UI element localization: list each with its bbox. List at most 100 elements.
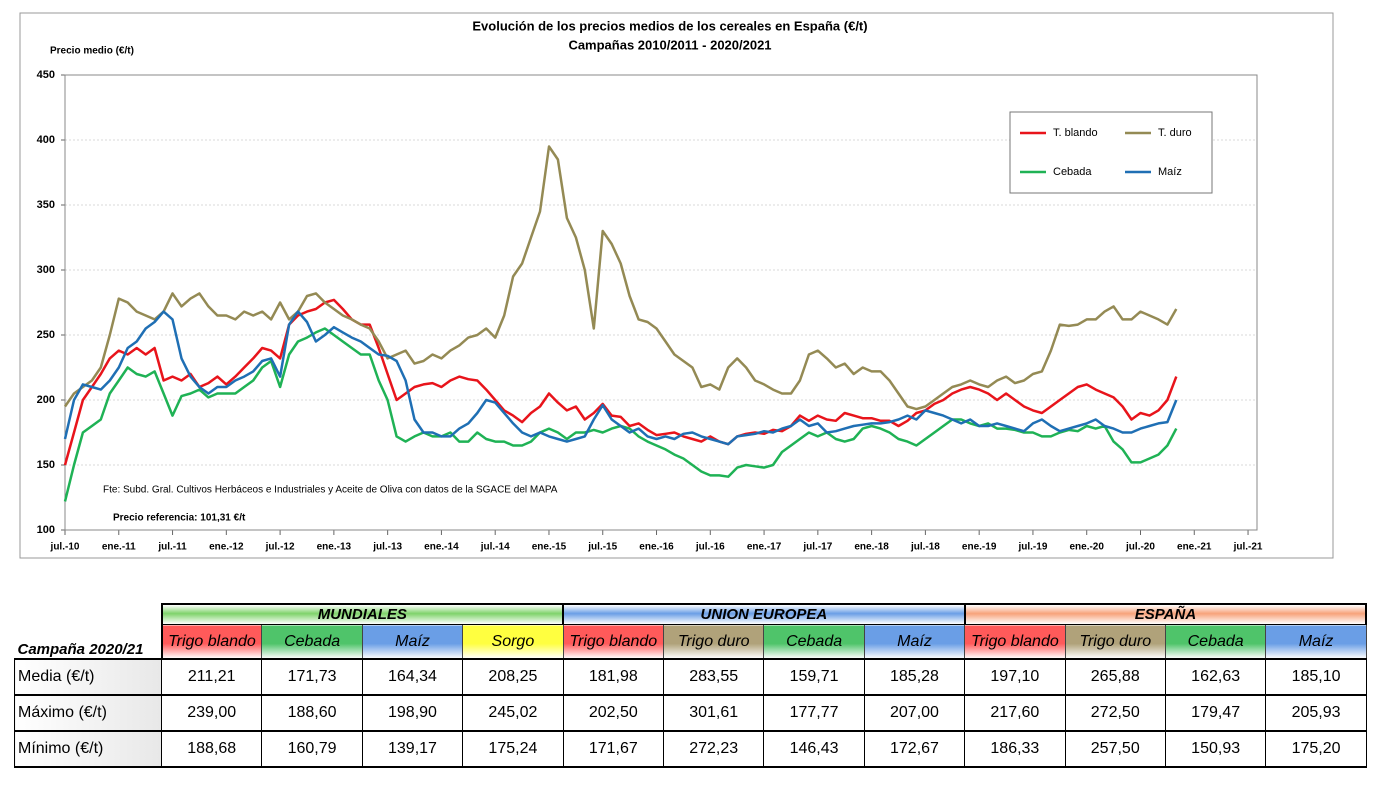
table-cell: 185,28: [863, 658, 966, 696]
table-cell: 257,50: [1064, 730, 1166, 768]
table-row: Mínimo (€/t) 188,68 160,79 139,17 175,24 171,…: [14, 730, 1367, 768]
y-tick-label: 200: [37, 394, 55, 406]
column-header: Cebada: [261, 624, 363, 660]
x-tick-label: ene.-12: [209, 542, 244, 553]
series-line: [63, 145, 1178, 411]
table-cell: 239,00: [160, 694, 263, 732]
y-tick-label: 150: [37, 459, 55, 471]
y-tick-label: 450: [37, 69, 55, 81]
column-header: Trigo duro: [1064, 624, 1166, 660]
table-row: Media (€/t) 211,21 171,73 164,34 208,25 181,9…: [14, 658, 1367, 696]
x-tick-label: ene.-21: [1177, 542, 1212, 553]
table-row: MUNDIALES UNION EUROPEA ESPAÑA: [15, 603, 1368, 625]
column-header: Trigo duro: [662, 624, 765, 660]
table-cell: 211,21: [160, 658, 263, 696]
source-note: Fte: Subd. Gral. Cultivos Herbáceos e In…: [103, 485, 558, 496]
table-cell: 186,33: [964, 730, 1066, 768]
table-cell: 245,02: [462, 694, 564, 732]
column-header: Maíz: [863, 624, 966, 660]
table-cell: 202,50: [562, 694, 665, 732]
legend-label: T. duro: [1158, 127, 1192, 139]
plot: 100 150 200 250 300 350 400 450 jul.-10 ene.-11 ju…: [37, 69, 1263, 553]
column-header: Trigo blando: [160, 624, 263, 660]
group-header: UNION EUROPEA: [562, 603, 966, 625]
table-cell: 171,73: [261, 658, 363, 696]
y-tick-label: 300: [37, 264, 55, 276]
corner-label: Campaña 2020/21: [14, 624, 163, 660]
x-tick-label: ene.-14: [424, 542, 459, 553]
column-header: Cebada: [763, 624, 865, 660]
y-tick-label: 400: [37, 134, 55, 146]
row-label: Máximo (€/t): [14, 694, 162, 732]
table-cell: 150,93: [1164, 730, 1267, 768]
table-cell: 175,24: [462, 730, 564, 768]
table-cell: 188,68: [160, 730, 263, 768]
x-tick-label: ene.-20: [1069, 542, 1104, 553]
summary-table: MUNDIALES UNION EUROPEA ESPAÑA Campaña 2020…: [14, 603, 1368, 768]
column-header: Maíz: [1265, 624, 1367, 660]
x-tick-label: ene.-17: [747, 542, 782, 553]
table-cell: 265,88: [1064, 658, 1166, 696]
x-tick-label: ene.-18: [854, 542, 889, 553]
x-tick-label: jul.-18: [910, 542, 940, 553]
x-tick-label: jul.-12: [265, 542, 295, 553]
legend-box: [1009, 111, 1213, 194]
table-cell: 198,90: [361, 694, 464, 732]
table-cell: 301,61: [662, 694, 765, 732]
x-tick-label: jul.-11: [157, 542, 187, 553]
table-cell: 160,79: [261, 730, 363, 768]
table-cell: 205,93: [1265, 694, 1367, 732]
table-cell: 177,77: [763, 694, 865, 732]
table-cell: 188,60: [261, 694, 363, 732]
x-tick-label: ene.-16: [639, 542, 674, 553]
legend-label: Maíz: [1158, 166, 1182, 178]
table-cell: 139,17: [361, 730, 464, 768]
table-cell: 207,00: [863, 694, 966, 732]
x-tick-label: jul.-16: [695, 542, 725, 553]
table-cell: 197,10: [964, 658, 1066, 696]
x-tick-label: jul.-17: [802, 542, 832, 553]
chart-subtitle: Campañas 2010/2011 - 2020/2021: [568, 37, 771, 52]
x-tick-label: jul.-19: [1017, 542, 1047, 553]
y-tick-label: 350: [37, 199, 55, 211]
chart-title: Evolución de los precios medios de los c…: [472, 18, 867, 33]
chart-frame: [19, 12, 1334, 559]
table-cell: 175,20: [1265, 730, 1367, 768]
table-cell: 172,67: [863, 730, 966, 768]
column-header: Cebada: [1164, 624, 1267, 660]
table-cell: 179,47: [1164, 694, 1267, 732]
table-cell: 171,67: [562, 730, 665, 768]
series-line: [63, 310, 1178, 446]
column-header: Maíz: [361, 624, 464, 660]
x-tick-label: jul.-10: [50, 542, 80, 553]
column-header: Trigo blando: [964, 624, 1066, 660]
x-tick-label: jul.-21: [1233, 542, 1263, 553]
group-header: MUNDIALES: [160, 603, 565, 625]
chart: Evolución de los precios medios de los c…: [19, 12, 1334, 559]
table-cell: 185,10: [1265, 658, 1367, 696]
column-header: Sorgo: [462, 624, 564, 660]
y-tick-label: 250: [37, 329, 55, 341]
x-tick-label: ene.-11: [102, 542, 136, 553]
series-line: [63, 298, 1178, 466]
y-axis-label: Precio medio (€/t): [50, 46, 134, 57]
table-cell: 181,98: [562, 658, 665, 696]
legend-label: T. blando: [1053, 127, 1098, 139]
x-tick-label: jul.-14: [480, 542, 510, 553]
table-cell: 162,63: [1164, 658, 1267, 696]
x-tick-label: jul.-20: [1125, 542, 1155, 553]
table-cell: 272,50: [1064, 694, 1166, 732]
group-header: ESPAÑA: [963, 603, 1368, 625]
table-cell: 146,43: [763, 730, 865, 768]
table-cell: 272,23: [662, 730, 765, 768]
x-tick-label: ene.-13: [317, 542, 352, 553]
x-tick-label: ene.-19: [962, 542, 997, 553]
plot-area: [64, 74, 1258, 531]
table-cell: 164,34: [361, 658, 464, 696]
table-cell: 208,25: [462, 658, 564, 696]
table-cell: 283,55: [662, 658, 765, 696]
blank: [15, 604, 162, 625]
row-label: Media (€/t): [14, 658, 162, 696]
table-row: Campaña 2020/21 Trigo blando Cebada Maíz Sor…: [14, 624, 1367, 660]
